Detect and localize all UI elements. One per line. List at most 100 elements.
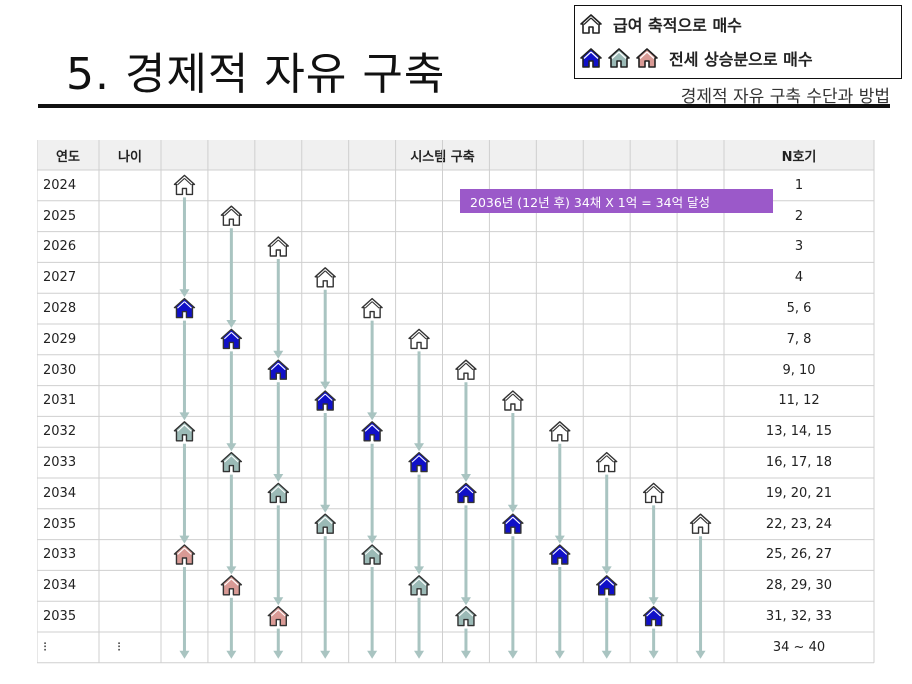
title-underline bbox=[38, 104, 890, 108]
house-pink-icon bbox=[173, 544, 196, 565]
year-cell: 2028 bbox=[43, 301, 77, 317]
house-outline-icon bbox=[596, 451, 618, 473]
year-cell: ⁝ bbox=[43, 639, 48, 655]
page-subtitle: 경제적 자유 구축 수단과 방법 bbox=[680, 87, 890, 107]
header-n-units: N호기 bbox=[724, 140, 874, 170]
arrow-head bbox=[367, 535, 378, 544]
house-blue-icon bbox=[220, 328, 243, 350]
year-cell: 2031 bbox=[43, 393, 77, 409]
year-cell: 2033 bbox=[43, 547, 77, 563]
house-outline-icon bbox=[502, 390, 524, 411]
age-cell bbox=[117, 540, 157, 571]
house-gray-icon bbox=[408, 575, 430, 596]
age-cell bbox=[117, 416, 157, 447]
n-units-cell: 5, 6 bbox=[786, 301, 812, 317]
year-cell: 2035 bbox=[43, 516, 77, 532]
age-cell bbox=[117, 232, 157, 263]
arrow-head bbox=[648, 597, 659, 606]
house-blue-icon bbox=[361, 421, 383, 442]
house-outline-icon bbox=[267, 236, 289, 257]
arrow-head bbox=[273, 474, 284, 482]
page-title: 5. 경제적 자유 구축 bbox=[66, 49, 446, 100]
n-units-cell: 3 bbox=[794, 239, 804, 255]
age-cell bbox=[117, 262, 157, 293]
arrow-head bbox=[554, 535, 565, 544]
arrow-head bbox=[179, 412, 190, 421]
year-cell: 2025 bbox=[43, 208, 77, 224]
legend-label-jeonse: 전세 상승분으로 매수 bbox=[669, 50, 813, 69]
house-blue-icon bbox=[173, 297, 196, 319]
year-cell: 2030 bbox=[43, 362, 77, 378]
arrow-head bbox=[226, 650, 237, 659]
year-cell: 2032 bbox=[43, 424, 77, 440]
house-gray-icon bbox=[314, 513, 336, 534]
n-units-cell: 9, 10 bbox=[782, 362, 816, 378]
house-gray-icon bbox=[173, 421, 196, 442]
house-outline-icon bbox=[549, 421, 571, 442]
arrow-head bbox=[601, 566, 612, 575]
arrow-head bbox=[179, 289, 190, 298]
arrow-head bbox=[320, 381, 331, 390]
arrow-head bbox=[507, 504, 518, 513]
house-blue-icon bbox=[502, 513, 524, 534]
arrow-head bbox=[179, 650, 190, 659]
arrow-head bbox=[695, 650, 706, 659]
header-year: 연도 bbox=[37, 140, 99, 170]
n-units-cell: 34 ~ 40 bbox=[772, 639, 826, 655]
n-units-cell: 19, 20, 21 bbox=[765, 485, 833, 501]
legend-label-salary: 급여 축적으로 매수 bbox=[613, 16, 742, 35]
house-outline-icon bbox=[361, 297, 383, 319]
house-blue-icon bbox=[408, 451, 430, 473]
arrow-head bbox=[414, 566, 425, 575]
arrow-head bbox=[554, 650, 565, 659]
year-cell: 2034 bbox=[43, 485, 77, 501]
n-units-cell: 31, 32, 33 bbox=[765, 609, 833, 625]
age-cell bbox=[117, 170, 157, 201]
age-cell bbox=[117, 201, 157, 232]
year-cell: 2035 bbox=[43, 609, 77, 625]
house-outline-icon bbox=[455, 359, 477, 380]
house-outline-icon bbox=[220, 205, 243, 226]
arrow-head bbox=[226, 443, 237, 452]
house-gray-icon bbox=[608, 48, 630, 68]
house-blue-icon bbox=[549, 544, 571, 565]
house-outline-icon bbox=[314, 267, 336, 288]
house-blue-icon bbox=[314, 390, 336, 411]
age-cell bbox=[117, 509, 157, 540]
house-blue-icon bbox=[642, 605, 665, 627]
age-cell bbox=[117, 386, 157, 417]
house-outline-icon bbox=[580, 14, 602, 34]
arrow-head bbox=[273, 350, 284, 359]
age-cell bbox=[117, 601, 157, 632]
year-cell: 2027 bbox=[43, 270, 77, 286]
house-outline-icon bbox=[408, 328, 430, 350]
year-cell: 2024 bbox=[43, 177, 77, 193]
age-cell bbox=[117, 447, 157, 478]
house-outline-icon bbox=[689, 513, 712, 534]
age-cell bbox=[117, 293, 157, 324]
arrow-head bbox=[320, 650, 331, 659]
arrow-head bbox=[273, 650, 284, 659]
header-age: 나이 bbox=[99, 140, 161, 170]
arrow-head bbox=[414, 650, 425, 659]
age-cell bbox=[117, 478, 157, 509]
house-gray-icon bbox=[220, 451, 243, 473]
arrow-head bbox=[460, 597, 471, 606]
house-pink-icon bbox=[636, 48, 658, 68]
year-cell: 2029 bbox=[43, 331, 77, 347]
table-grid bbox=[37, 140, 875, 664]
age-cell bbox=[117, 355, 157, 386]
n-units-cell: 22, 23, 24 bbox=[765, 516, 833, 532]
house-blue-icon bbox=[267, 359, 289, 380]
n-units-cell: 16, 17, 18 bbox=[765, 455, 833, 471]
arrow-head bbox=[414, 443, 425, 452]
arrow-head bbox=[226, 566, 237, 575]
house-pink-icon bbox=[220, 575, 243, 596]
house-blue-icon bbox=[455, 482, 477, 504]
house-blue-icon bbox=[596, 575, 618, 596]
arrow-head bbox=[179, 535, 190, 544]
house-pink-icon bbox=[267, 605, 289, 627]
age-cell: ⁝ bbox=[117, 639, 122, 655]
n-units-cell: 28, 29, 30 bbox=[765, 578, 833, 594]
n-units-cell: 25, 26, 27 bbox=[765, 547, 833, 563]
